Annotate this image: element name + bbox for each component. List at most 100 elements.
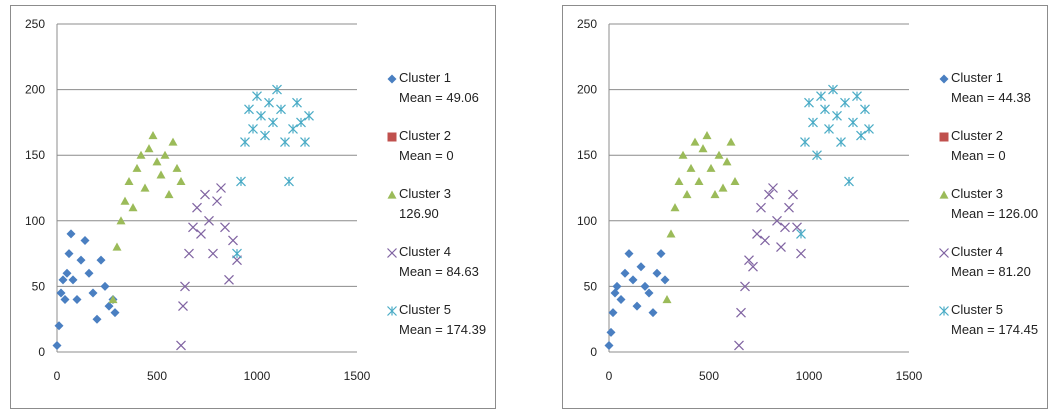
data-point-cluster-1 — [96, 255, 106, 265]
chart-panel-right: 0 50 100 150 200 250 0 500 1000 1500 Cluster 1 Mea… — [562, 5, 1048, 409]
data-point-cluster-5 — [860, 104, 870, 115]
y-tick-label: 150 — [577, 148, 597, 162]
data-point-cluster-5 — [232, 248, 242, 259]
triangle-marker-icon — [387, 190, 397, 199]
x-tick-label: 1500 — [896, 369, 923, 383]
x-tick-label: 0 — [54, 369, 61, 383]
data-point-cluster-4 — [760, 235, 770, 246]
data-point-cluster-5 — [844, 176, 854, 187]
data-point-cluster-4 — [792, 222, 802, 233]
data-point-cluster-5 — [812, 150, 822, 161]
data-point-cluster-4 — [184, 248, 194, 259]
data-point-cluster-5 — [816, 91, 826, 102]
y-tick-label: 250 — [25, 17, 45, 31]
data-point-cluster-4 — [780, 222, 790, 233]
chart-panel-left: 0 50 100 150 200 250 0 500 1000 1500 Cluster 1 Mea… — [10, 5, 496, 409]
data-point-cluster-4 — [176, 340, 186, 351]
data-point-cluster-3 — [670, 203, 680, 212]
data-point-cluster-5 — [300, 137, 310, 148]
legend-series-name: Cluster 3 — [399, 186, 452, 201]
legend-mean-label: Mean = 49.06 — [399, 90, 479, 105]
data-point-cluster-3 — [116, 216, 126, 225]
data-point-cluster-4 — [192, 202, 202, 213]
data-point-cluster-4 — [772, 215, 782, 226]
data-point-cluster-4 — [756, 202, 766, 213]
x-tick-label: 1500 — [344, 369, 371, 383]
data-point-cluster-1 — [616, 295, 626, 305]
data-point-cluster-3 — [698, 144, 708, 153]
diamond-marker-icon — [387, 74, 397, 83]
data-point-cluster-3 — [682, 190, 692, 199]
data-point-cluster-1 — [632, 301, 642, 311]
data-point-cluster-3 — [718, 183, 728, 192]
data-point-cluster-1 — [92, 314, 102, 324]
square-marker-icon — [387, 132, 397, 141]
asterisk-marker-icon — [387, 305, 397, 316]
data-point-cluster-5 — [236, 176, 246, 187]
legend-entry: Cluster 5 Mean = 174.39 — [386, 300, 496, 340]
data-point-cluster-5 — [808, 117, 818, 128]
legend-entry: Cluster 3 Mean = 126.00 — [938, 184, 1048, 224]
data-point-cluster-4 — [224, 274, 234, 285]
data-point-cluster-4 — [204, 215, 214, 226]
x-tick-label: 1000 — [244, 369, 271, 383]
legend-series-name: Cluster 1 — [951, 70, 1004, 85]
legend-entry: Cluster 2 Mean = 0 — [938, 126, 1048, 166]
y-tick-label: 0 — [38, 345, 45, 359]
legend-series-name: Cluster 1 — [399, 70, 452, 85]
data-point-cluster-5 — [820, 104, 830, 115]
y-tick-label: 100 — [577, 214, 597, 228]
data-point-cluster-1 — [54, 321, 64, 331]
data-point-cluster-1 — [72, 295, 82, 305]
data-point-cluster-3 — [678, 150, 688, 159]
data-point-cluster-3 — [144, 144, 154, 153]
data-point-cluster-3 — [702, 131, 712, 140]
data-point-cluster-4 — [216, 183, 226, 193]
scatter-plot-left: 0 50 100 150 200 250 0 500 1000 1500 — [25, 17, 371, 383]
square-marker-icon — [939, 132, 949, 141]
data-point-cluster-4 — [776, 242, 786, 252]
data-point-cluster-5 — [280, 137, 290, 148]
data-point-cluster-3 — [690, 137, 700, 146]
legend-mean-label: Mean = 0 — [399, 148, 454, 163]
data-point-cluster-3 — [124, 176, 134, 186]
data-point-cluster-1 — [58, 275, 68, 285]
legend-series-name: Cluster 3 — [951, 186, 1004, 201]
data-point-cluster-3 — [136, 150, 146, 159]
data-point-cluster-4 — [220, 222, 230, 233]
legend-mean-label: Mean = 44.38 — [951, 90, 1031, 105]
data-point-cluster-1 — [606, 327, 616, 337]
data-point-cluster-3 — [108, 295, 118, 304]
y-tick-label: 200 — [25, 83, 45, 97]
x-tick-label: 500 — [699, 369, 719, 383]
data-point-cluster-1 — [652, 268, 662, 278]
data-point-cluster-5 — [264, 97, 274, 108]
data-point-cluster-5 — [256, 110, 266, 121]
data-point-cluster-5 — [304, 110, 314, 121]
data-point-cluster-3 — [140, 183, 150, 192]
data-point-cluster-5 — [864, 124, 874, 134]
data-point-cluster-3 — [666, 229, 676, 238]
legend-entry: Cluster 4 Mean = 84.63 — [386, 242, 496, 282]
data-point-cluster-5 — [252, 91, 262, 102]
data-point-cluster-3 — [730, 176, 740, 186]
data-point-cluster-5 — [848, 117, 858, 128]
data-point-cluster-1 — [624, 249, 634, 259]
data-point-cluster-3 — [694, 176, 704, 186]
data-point-cluster-1 — [60, 295, 70, 305]
legend-entry: Cluster 5 Mean = 174.45 — [938, 300, 1048, 340]
data-point-cluster-3 — [160, 150, 170, 159]
legend-mean-label: Mean = 81.20 — [951, 264, 1031, 279]
data-point-cluster-3 — [172, 163, 182, 172]
data-point-cluster-1 — [66, 229, 76, 239]
data-point-cluster-4 — [752, 228, 762, 239]
data-point-cluster-5 — [828, 84, 838, 95]
legend-mean-label: Mean = 174.39 — [399, 322, 487, 337]
legend-series-name: Cluster 5 — [951, 302, 1004, 317]
data-point-cluster-5 — [824, 124, 834, 134]
data-point-cluster-3 — [710, 190, 720, 199]
data-point-cluster-4 — [784, 202, 794, 213]
data-point-cluster-4 — [764, 189, 774, 200]
data-point-cluster-4 — [212, 196, 222, 207]
data-point-cluster-4 — [228, 235, 238, 246]
